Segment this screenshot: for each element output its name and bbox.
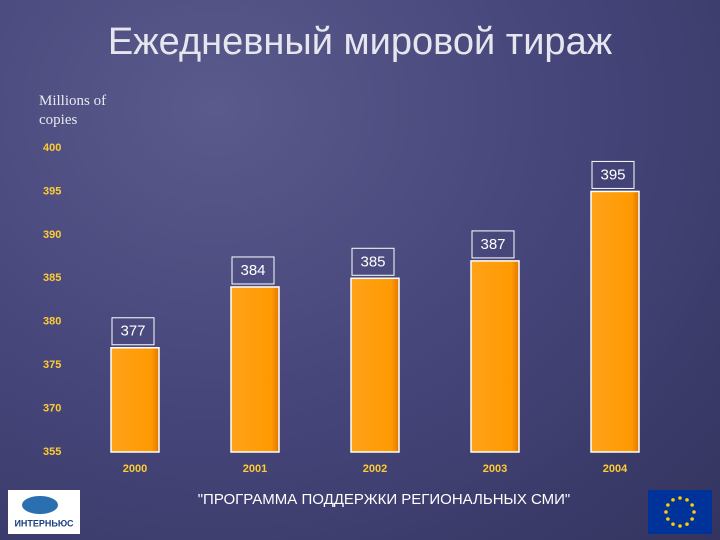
star	[666, 517, 670, 521]
y-tick-label: 395	[43, 185, 61, 197]
bar	[590, 190, 640, 453]
y-tick-label: 390	[43, 229, 61, 241]
x-tick-label: 2004	[603, 463, 628, 475]
y-tick-label: 370	[43, 402, 61, 414]
logo-globe	[22, 496, 58, 514]
value-label: 377	[120, 323, 145, 340]
x-tick-label: 2001	[243, 463, 267, 475]
star	[671, 522, 675, 526]
y-axis-label: Millions of copies	[39, 93, 107, 128]
y-tick-label: 400	[43, 142, 61, 154]
value-label: 384	[240, 262, 265, 279]
star	[678, 496, 682, 500]
star	[666, 503, 670, 507]
x-tick-label: 2002	[363, 463, 387, 475]
footer-text: "ПРОГРАММА ПОДДЕРЖКИ РЕГИОНАЛЬНЫХ СМИ"	[198, 491, 571, 508]
x-tick-label: 2003	[483, 463, 507, 475]
y-tick-label: 380	[43, 316, 61, 328]
value-label-box	[231, 256, 275, 285]
value-label-box	[591, 160, 635, 189]
eu-flag	[648, 490, 712, 534]
value-label: 395	[600, 166, 625, 183]
star	[671, 498, 675, 502]
y-tick-label: 375	[43, 359, 61, 371]
bar	[230, 286, 280, 453]
value-label: 387	[480, 236, 505, 253]
value-label: 385	[360, 253, 385, 270]
x-tick-label: 2000	[123, 463, 147, 475]
star	[685, 498, 689, 502]
star	[678, 524, 682, 528]
bar	[470, 260, 520, 453]
bar	[350, 277, 400, 453]
value-label-box	[111, 317, 155, 346]
star	[685, 522, 689, 526]
value-label-box	[471, 230, 515, 259]
bar	[110, 347, 160, 453]
star	[692, 510, 696, 514]
star	[690, 517, 694, 521]
chart-title: Ежедневный мировой тираж	[108, 21, 613, 63]
star	[664, 510, 668, 514]
logo: ИНТЕРНЬЮС	[8, 490, 80, 534]
logo-text: ИНТЕРНЬЮС	[14, 518, 74, 528]
value-label-box	[351, 247, 395, 276]
star	[690, 503, 694, 507]
y-tick-label: 355	[43, 446, 61, 458]
y-tick-label: 385	[43, 272, 61, 284]
